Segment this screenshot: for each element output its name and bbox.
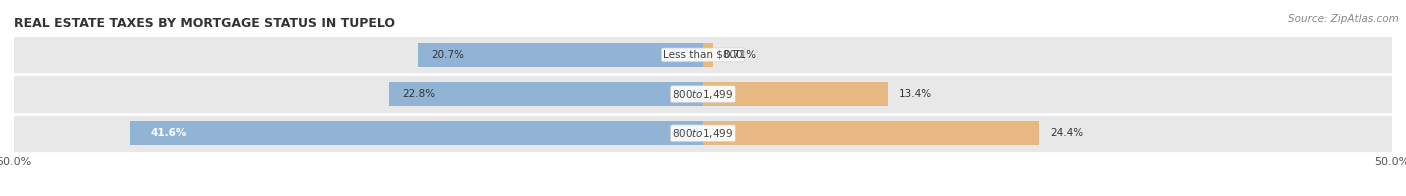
Text: 0.71%: 0.71% xyxy=(724,50,756,60)
Bar xyxy=(14,74,1392,114)
Text: 13.4%: 13.4% xyxy=(898,89,932,99)
Bar xyxy=(703,121,1039,145)
Text: 20.7%: 20.7% xyxy=(432,50,464,60)
Text: 22.8%: 22.8% xyxy=(402,89,436,99)
Text: Source: ZipAtlas.com: Source: ZipAtlas.com xyxy=(1288,14,1399,24)
Text: $800 to $1,499: $800 to $1,499 xyxy=(672,88,734,101)
Text: $800 to $1,499: $800 to $1,499 xyxy=(672,127,734,140)
Bar xyxy=(129,121,703,145)
Bar xyxy=(14,35,1392,74)
Text: REAL ESTATE TAXES BY MORTGAGE STATUS IN TUPELO: REAL ESTATE TAXES BY MORTGAGE STATUS IN … xyxy=(14,17,395,30)
Bar xyxy=(14,114,1392,153)
Bar xyxy=(418,43,703,67)
Bar xyxy=(703,82,887,106)
Text: Less than $800: Less than $800 xyxy=(664,50,742,60)
Bar xyxy=(389,82,703,106)
Text: 24.4%: 24.4% xyxy=(1050,128,1084,138)
Bar xyxy=(703,43,713,67)
Text: 41.6%: 41.6% xyxy=(150,128,187,138)
